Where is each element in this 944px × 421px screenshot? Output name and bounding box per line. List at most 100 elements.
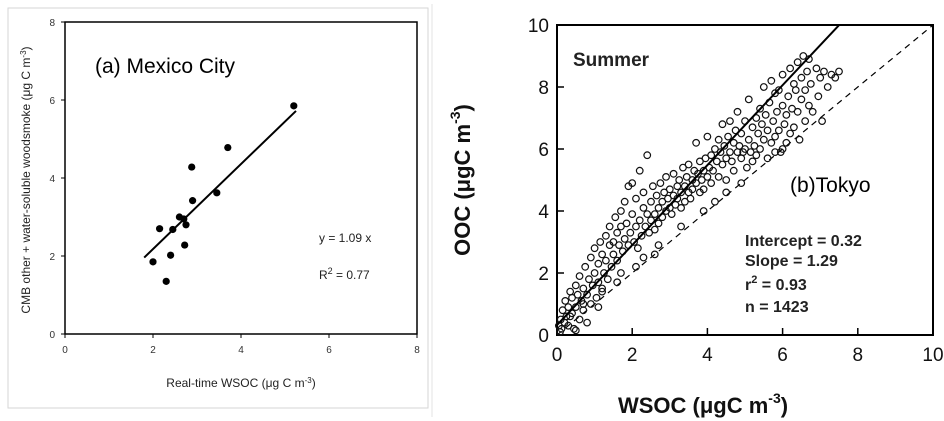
panel-b-data-point bbox=[789, 79, 798, 88]
panel-b-data-point bbox=[714, 172, 723, 181]
panel-b-data-point bbox=[754, 129, 763, 138]
panel-b-data-point bbox=[607, 262, 616, 271]
panel-b-data-point bbox=[673, 194, 682, 203]
panel-b-data-point bbox=[669, 169, 678, 178]
panel-b-data-point bbox=[665, 185, 674, 194]
panel-b-data-point bbox=[583, 318, 591, 327]
panel-b-data-point bbox=[812, 64, 821, 73]
panel-b-data-point bbox=[789, 123, 798, 132]
panel-a-fit-line bbox=[143, 110, 297, 259]
panel-b-data-point bbox=[801, 86, 810, 94]
panel-b-data-point bbox=[570, 324, 578, 333]
panel-b-data-point bbox=[707, 179, 716, 188]
panel-a-equation: y = 1.09 x bbox=[319, 231, 371, 245]
panel-a-y-axis-label: CMB other + water-soluble woodsmoke (μg … bbox=[19, 46, 33, 313]
panel-b-data-point bbox=[748, 157, 757, 166]
panel-b-data-point bbox=[793, 58, 802, 67]
panel-a-frame bbox=[7, 7, 429, 409]
panel-b-y-tick-label: 8 bbox=[538, 78, 549, 99]
panel-b-points bbox=[554, 52, 843, 336]
panel-b-data-point bbox=[793, 107, 802, 116]
panel-b-data-point bbox=[575, 272, 584, 281]
panel-a-data-point bbox=[167, 251, 175, 259]
panel-b-data-point bbox=[632, 194, 640, 203]
panel-a-x-tick-label: 2 bbox=[150, 345, 156, 356]
panel-b-data-point bbox=[677, 188, 685, 197]
panel-b-data-point bbox=[692, 138, 701, 147]
panel-b-data-point bbox=[805, 101, 813, 110]
panel-b-data-point bbox=[579, 300, 588, 308]
panel-b-data-point bbox=[656, 179, 665, 188]
panel-b-x-axis-label: WSOC (μgC m-3) bbox=[618, 390, 788, 418]
panel-b-data-point bbox=[752, 151, 761, 160]
panel-b-data-point bbox=[626, 228, 635, 237]
panel-b-data-point bbox=[823, 83, 832, 91]
panel-b-data-point bbox=[677, 222, 685, 231]
panel-b-data-point bbox=[737, 154, 746, 163]
panel-a-data-point bbox=[224, 143, 232, 152]
panel-b-data-point bbox=[716, 148, 725, 157]
panel-b-data-point bbox=[786, 129, 795, 138]
panel-a-data-point bbox=[149, 258, 157, 266]
panel-b-data-point bbox=[769, 117, 778, 125]
panel-b-data-point bbox=[571, 326, 580, 335]
panel-b-tick-group: 0 2 4 6 8 10 0 2 4 6 8 10 bbox=[528, 16, 944, 366]
panel-b-data-point bbox=[820, 67, 828, 76]
panel-b-data-point bbox=[780, 120, 789, 129]
panel-a-mexico-city: 0 2 4 6 8 0 2 4 6 8 (a) Mexico City y = 1.09 x R2… bbox=[7, 7, 429, 409]
panel-b-data-point bbox=[722, 188, 731, 197]
panel-b-x-tick-label: 8 bbox=[853, 345, 864, 366]
panel-b-data-point bbox=[601, 256, 610, 265]
panel-b-data-point bbox=[758, 120, 766, 129]
panel-b-data-point bbox=[609, 250, 618, 259]
panel-b-x-tick-label: 10 bbox=[922, 345, 943, 366]
panel-b-data-point bbox=[686, 194, 695, 203]
panel-b-data-point bbox=[729, 166, 738, 175]
panel-b-data-point bbox=[759, 83, 768, 91]
panel-b-x-tick-label: 2 bbox=[627, 345, 638, 366]
panel-b-data-point bbox=[778, 145, 787, 153]
panel-a-x-axis-label: Real-time WSOC (μg C m-3) bbox=[166, 376, 315, 390]
panel-b-data-point bbox=[767, 138, 776, 147]
panel-b-x-tick-label: 6 bbox=[777, 345, 788, 366]
panel-b-data-point bbox=[615, 241, 623, 250]
panel-b-data-point bbox=[711, 197, 719, 206]
panel-b-data-point bbox=[605, 222, 614, 231]
panel-b-data-point bbox=[603, 275, 612, 284]
panel-a-data-point bbox=[182, 221, 190, 229]
panel-b-x-tick-label: 4 bbox=[702, 345, 713, 366]
panel-b-data-point bbox=[598, 284, 607, 293]
panel-b-data-point bbox=[773, 107, 781, 116]
panel-b-data-point bbox=[759, 135, 768, 144]
panel-b-data-point bbox=[596, 238, 605, 246]
panel-b-data-point bbox=[727, 157, 736, 166]
panel-b-data-point bbox=[831, 73, 840, 82]
panel-b-data-point bbox=[835, 67, 843, 76]
panel-b-n: n = 1423 bbox=[745, 299, 809, 316]
panel-b-data-point bbox=[784, 92, 793, 101]
panel-b-fit-line bbox=[556, 24, 840, 326]
panel-b-data-point bbox=[611, 213, 620, 222]
panel-b-data-point bbox=[586, 300, 595, 308]
panel-b-data-point bbox=[707, 151, 716, 160]
panel-b-data-point bbox=[816, 73, 825, 82]
panel-b-data-point bbox=[632, 222, 640, 231]
panel-b-data-point bbox=[756, 145, 764, 153]
panel-b-data-point bbox=[592, 293, 601, 302]
panel-b-y-tick-label: 4 bbox=[538, 202, 549, 223]
panel-b-data-point bbox=[620, 197, 629, 206]
panel-a-data-point bbox=[156, 225, 164, 233]
panel-b-data-point bbox=[673, 182, 682, 191]
panel-a-x-tick-label: 0 bbox=[62, 345, 68, 356]
panel-b-data-point bbox=[720, 141, 729, 150]
panel-b-data-point bbox=[579, 284, 588, 293]
panel-b-y-tick-label: 2 bbox=[538, 264, 549, 285]
panel-b-y-tick-label: 6 bbox=[538, 140, 549, 161]
panel-b-y-tick-label: 10 bbox=[528, 16, 549, 37]
panel-b-data-point bbox=[801, 117, 810, 125]
panel-b-data-point bbox=[583, 290, 591, 299]
panel-b-data-point bbox=[654, 203, 663, 212]
panel-b-data-point bbox=[639, 188, 648, 197]
panel-b-data-point bbox=[724, 132, 732, 141]
